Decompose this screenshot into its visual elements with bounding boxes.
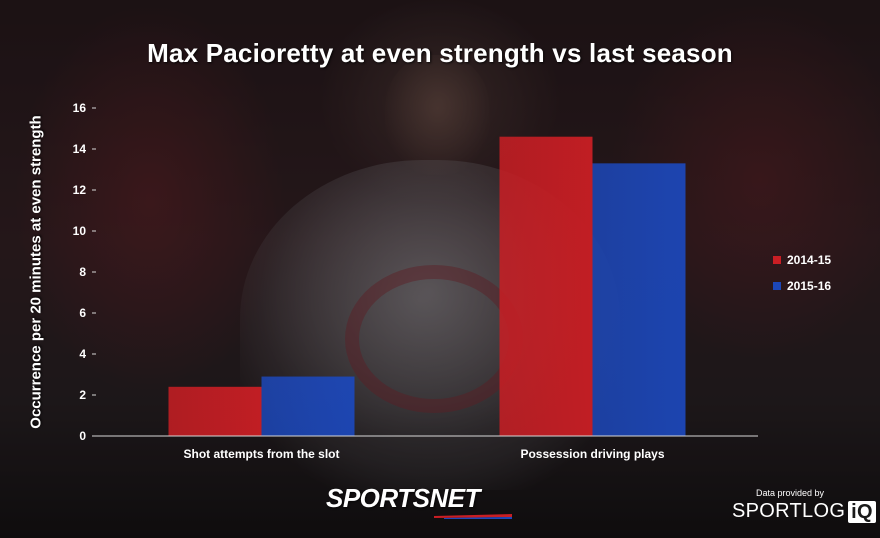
sportsnet-swoosh-icon bbox=[434, 514, 512, 519]
bar-2015-16-1 bbox=[592, 163, 686, 436]
sportlogiq-logo: SPORTLOG iQ bbox=[732, 500, 876, 523]
legend-swatch bbox=[773, 282, 781, 290]
y-tick-label: 12 bbox=[73, 183, 87, 197]
y-tick-label: 8 bbox=[79, 265, 86, 279]
x-category-label: Possession driving plays bbox=[520, 447, 664, 461]
y-tick-label: 6 bbox=[79, 306, 86, 320]
x-axis-labels: Shot attempts from the slot Possession dr… bbox=[183, 447, 664, 461]
sportsnet-wordmark: SPORTSNET bbox=[326, 483, 480, 513]
legend: 2014-15 2015-16 bbox=[773, 247, 831, 299]
y-tick-label: 4 bbox=[79, 347, 86, 361]
y-tick-label: 10 bbox=[73, 224, 87, 238]
legend-label: 2014-15 bbox=[787, 253, 832, 267]
bar-2015-16-0 bbox=[261, 376, 355, 436]
legend-item-2015-16: 2015-16 bbox=[773, 273, 831, 299]
legend-item-2014-15: 2014-15 bbox=[773, 247, 831, 273]
x-category-label: Shot attempts from the slot bbox=[183, 447, 339, 461]
sportlogiq-iq-mark: iQ bbox=[848, 500, 876, 523]
y-tick-label: 2 bbox=[79, 388, 86, 402]
y-axis-ticks: 0 2 4 6 8 10 12 14 16 bbox=[73, 101, 96, 443]
bar-2014-15-1 bbox=[499, 136, 593, 436]
sportlogiq-wordmark: SPORTLOG bbox=[732, 500, 846, 522]
legend-swatch bbox=[773, 256, 781, 264]
bars bbox=[168, 136, 686, 436]
y-tick-label: 14 bbox=[73, 142, 87, 156]
bar-2014-15-0 bbox=[168, 386, 262, 436]
y-tick-label: 16 bbox=[73, 101, 87, 115]
chart-title: Max Pacioretty at even strength vs last … bbox=[147, 38, 733, 68]
sportsnet-logo: SPORTSNET bbox=[326, 483, 512, 519]
legend-label: 2015-16 bbox=[787, 279, 832, 293]
y-tick-label: 0 bbox=[79, 429, 86, 443]
data-provided-by: Data provided by bbox=[756, 488, 825, 498]
